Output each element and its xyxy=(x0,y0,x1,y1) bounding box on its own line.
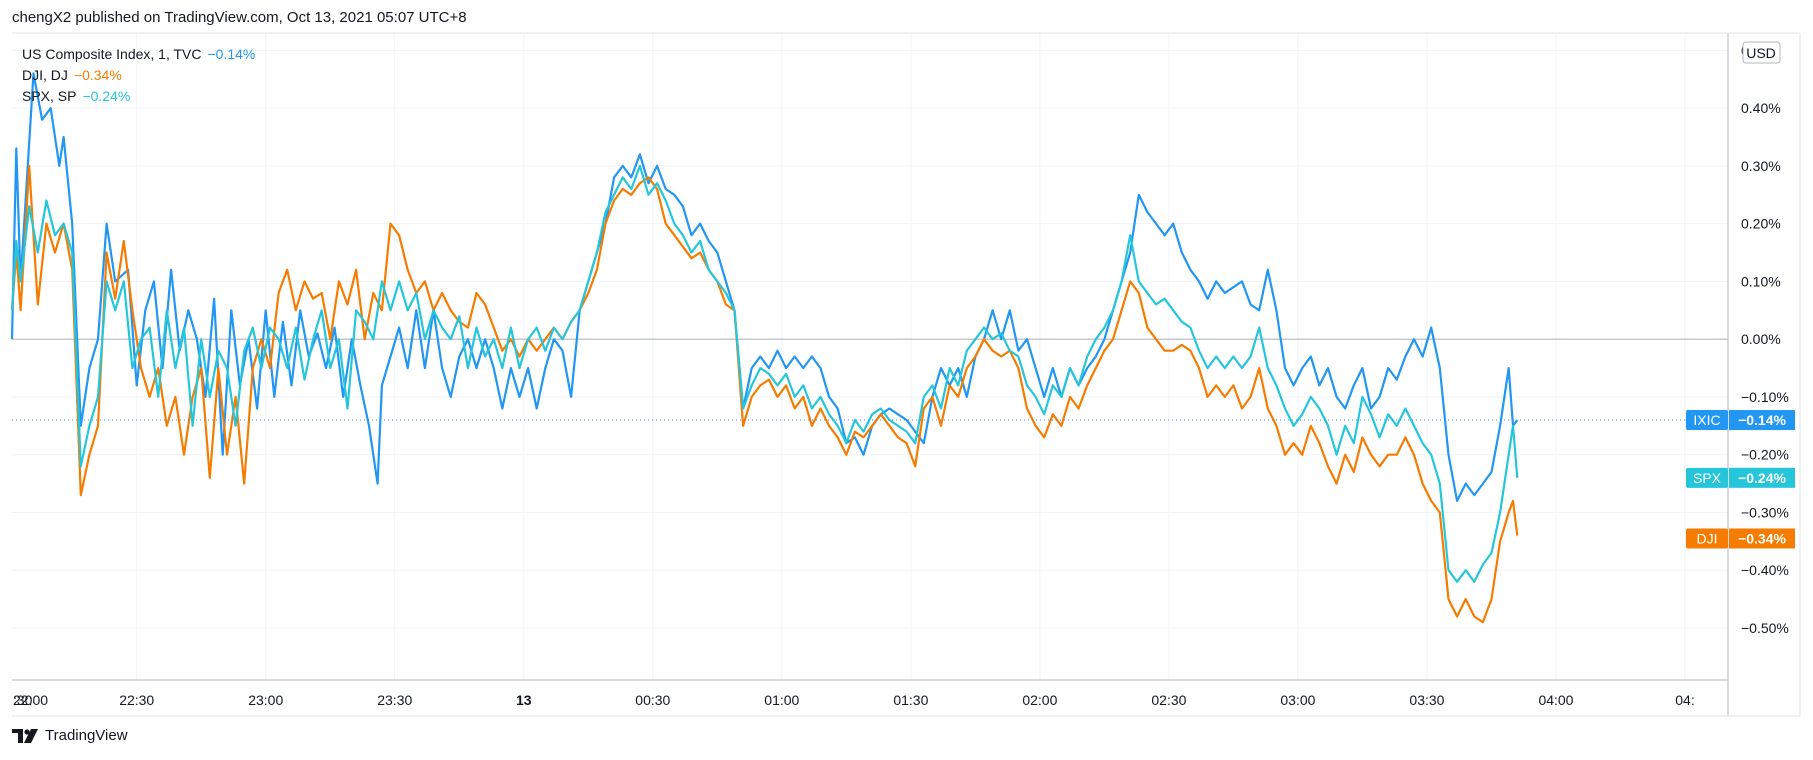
y-tick-label: 0.00% xyxy=(1741,331,1781,347)
series-lines xyxy=(10,72,1519,624)
y-tick-label: −0.30% xyxy=(1741,504,1789,520)
legend-change: −0.24% xyxy=(82,88,131,104)
legend-row-dji[interactable]: DJI, DJ −0.34% xyxy=(22,65,255,86)
footer-brand[interactable]: TradingView xyxy=(45,727,128,744)
x-tick-label: 13 xyxy=(516,692,532,708)
badge-value: −0.34% xyxy=(1738,530,1786,546)
legend-label: SPX, SP xyxy=(22,88,77,104)
legend-change: −0.34% xyxy=(73,67,122,83)
x-tick-label: 22:30 xyxy=(119,692,154,708)
legend-label: US Composite Index, 1, TVC xyxy=(22,46,202,62)
badge-value: −0.14% xyxy=(1738,412,1786,428)
currency-label[interactable]: USD xyxy=(1742,41,1781,64)
badge-value-box xyxy=(1729,528,1795,549)
x-tick-label: 01:30 xyxy=(893,692,928,708)
y-tick-label: −0.40% xyxy=(1741,562,1789,578)
legend-label: DJI, DJ xyxy=(22,67,68,83)
x-tick-label: 04:00 xyxy=(1538,692,1573,708)
badge-name-box xyxy=(1686,528,1728,549)
y-tick-label: 0.40% xyxy=(1741,100,1781,116)
x-tick-label: 01:00 xyxy=(764,692,799,708)
badge-spx[interactable]: SPX −0.24% xyxy=(1686,467,1795,488)
chart-legend: US Composite Index, 1, TVC −0.14% DJI, DJ… xyxy=(22,44,255,107)
x-tick-label: 23:00 xyxy=(248,692,283,708)
y-tick-label: 0.30% xyxy=(1741,158,1781,174)
x-tick-label: 22:00 xyxy=(13,692,48,708)
badge-value-box xyxy=(1729,410,1795,431)
y-tick-label: −0.50% xyxy=(1741,620,1789,636)
y-tick-label: 0.20% xyxy=(1741,216,1781,232)
last-value-badges: IXIC −0.14% SPX −0.24% DJI −0.34% xyxy=(1686,410,1795,549)
badge-name: DJI xyxy=(1697,530,1718,546)
y-tick-label: 0.10% xyxy=(1741,273,1781,289)
price-axis: 0.50%0.40%0.30%0.20%0.10%0.00%−0.10%−0.2… xyxy=(1741,41,1789,636)
x-tick-label: 04: xyxy=(1675,692,1694,708)
legend-row-ixic[interactable]: US Composite Index, 1, TVC −0.14% xyxy=(22,44,255,65)
chart-frame xyxy=(12,32,1801,717)
x-tick-label: 03:30 xyxy=(1409,692,1444,708)
badge-dji[interactable]: DJI −0.34% xyxy=(1686,528,1795,549)
legend-row-spx[interactable]: SPX, SP −0.24% xyxy=(22,86,255,107)
badge-name-box xyxy=(1686,410,1728,431)
x-tick-label: 00:30 xyxy=(635,692,670,708)
tradingview-logo-icon[interactable] xyxy=(12,728,40,743)
x-tick-label: :30 xyxy=(13,692,33,708)
badge-name-box xyxy=(1686,467,1728,488)
badge-value: −0.24% xyxy=(1738,470,1786,486)
badge-ixic[interactable]: IXIC −0.14% xyxy=(1686,410,1795,431)
x-tick-label: 23:30 xyxy=(377,692,412,708)
badge-value-box xyxy=(1729,467,1795,488)
currency-box xyxy=(1742,41,1781,64)
series-line-ixic xyxy=(10,72,1519,502)
y-tick-label: −0.10% xyxy=(1741,389,1789,405)
grid xyxy=(12,33,1728,680)
series-line-dji xyxy=(10,164,1519,624)
legend-change: −0.14% xyxy=(207,46,256,62)
currency-text: USD xyxy=(1746,45,1776,61)
y-tick-label: −0.20% xyxy=(1741,447,1789,463)
x-tick-label: 03:00 xyxy=(1280,692,1315,708)
x-tick-label: 02:00 xyxy=(1022,692,1057,708)
footer: TradingView xyxy=(12,727,128,744)
badge-name: IXIC xyxy=(1693,412,1720,428)
series-line-spx xyxy=(10,164,1519,583)
publish-info: chengX2 published on TradingView.com, Oc… xyxy=(12,9,467,26)
badge-name: SPX xyxy=(1693,470,1722,486)
x-tick-label: 02:30 xyxy=(1151,692,1186,708)
